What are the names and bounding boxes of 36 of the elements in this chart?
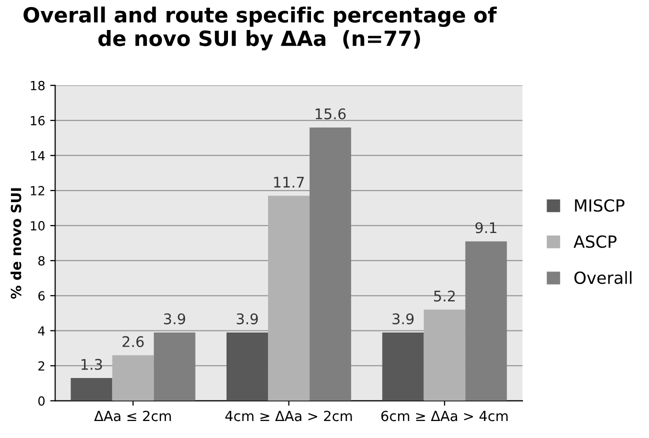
y-tick-label: 10 [30, 221, 45, 230]
legend-label: Overall [574, 271, 632, 284]
data-label: 15.6 [316, 108, 346, 120]
x-tick-label: ΔAa ≤ 2cm [94, 410, 171, 422]
y-tick-label: 8 [38, 256, 45, 266]
data-label: 9.1 [475, 222, 496, 234]
legend-label: MISCP [575, 199, 624, 212]
x-tick-label: 4cm ≥ ΔAa > 2cm [225, 410, 352, 422]
legend-label: ASCP [574, 235, 617, 248]
bar [226, 332, 268, 401]
y-tick-label: 4 [38, 326, 45, 336]
bar [424, 310, 466, 401]
data-label: 11.7 [274, 176, 304, 188]
bar [465, 241, 507, 401]
bar [310, 127, 352, 401]
data-label: 2.6 [122, 336, 144, 348]
bar [70, 378, 112, 401]
y-axis-title: % de novo SUI [10, 188, 22, 299]
data-label: 3.9 [236, 313, 258, 324]
data-label: 3.9 [392, 313, 414, 324]
data-label: 5.2 [434, 290, 455, 302]
y-tick-label: 6 [38, 291, 45, 301]
chart-title: Overall and route specific percentage of de novo SUI by ΔAa (n=77) [24, 6, 497, 50]
bar [154, 332, 196, 401]
y-tick-label: 0 [38, 396, 45, 406]
y-tick-label: 2 [38, 361, 44, 370]
y-tick-label: 12 [30, 186, 44, 196]
bar [382, 332, 424, 401]
data-label: 3.9 [164, 313, 186, 324]
y-tick-label: 16 [30, 116, 45, 126]
y-tick-label: 18 [30, 80, 45, 90]
bar [112, 355, 154, 401]
y-tick-label: 14 [30, 151, 45, 160]
data-label: 1.3 [82, 358, 102, 370]
bar [268, 196, 310, 401]
x-tick-label: 6cm ≥ ΔAa > 4cm [381, 410, 508, 422]
